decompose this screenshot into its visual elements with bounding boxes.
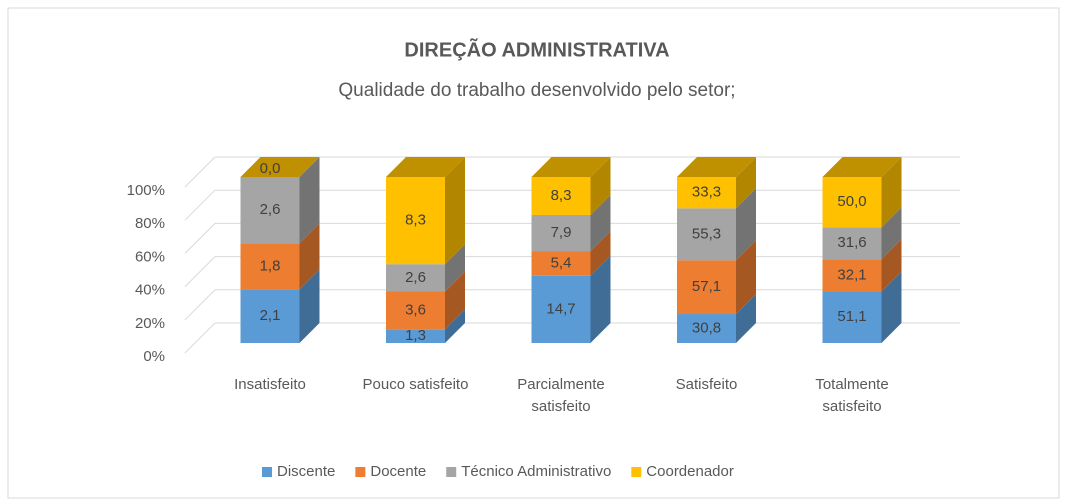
legend-swatch: [631, 467, 642, 477]
bar: [677, 177, 736, 209]
bar-side: [590, 157, 611, 215]
bar: [531, 177, 591, 215]
bar-top: [386, 157, 465, 177]
x-label-box: Pouco satisfeito: [362, 376, 469, 393]
legend-label: Discente: [277, 463, 335, 480]
data-label: 33,3: [692, 184, 721, 201]
data-label: 55,3: [692, 225, 721, 242]
bar-side: [590, 255, 611, 343]
data-label: 5,4: [551, 254, 572, 271]
legend-swatch: [262, 467, 272, 477]
bar: [531, 214, 591, 252]
x-label-box: Satisfeito: [675, 376, 738, 393]
x-tick-label: Insatisfeito: [234, 376, 306, 393]
bar: [386, 329, 445, 343]
y-tick-label: 100%: [127, 182, 165, 199]
bar-top: [240, 157, 320, 177]
bar-side: [445, 157, 465, 265]
legend-label: Técnico Administrativo: [461, 463, 611, 480]
data-label: 50,0: [837, 193, 866, 210]
data-label: 51,1: [837, 308, 866, 325]
legend-label: Coordenador: [646, 463, 734, 480]
bar-side: [590, 194, 611, 252]
bar: [240, 243, 300, 290]
bar-side: [299, 269, 320, 343]
x-label-box: Totalmente satisfeito: [815, 376, 889, 415]
y-tick-label: 80%: [135, 215, 165, 232]
y-tick-label: 0%: [143, 348, 165, 365]
data-label: 2,6: [260, 201, 281, 218]
bar: [386, 177, 445, 265]
data-label: 2,6: [405, 269, 426, 286]
bar-side: [445, 244, 465, 292]
bar-side: [736, 157, 756, 209]
x-tick-label: Pouco satisfeito: [362, 376, 469, 393]
bar-side: [299, 223, 320, 290]
chart-subtitle: Qualidade do trabalho desenvolvido pelo …: [338, 80, 735, 101]
bar: [677, 314, 736, 343]
data-label: 32,1: [837, 266, 866, 283]
data-label: 3,6: [405, 301, 426, 318]
bar: [822, 177, 882, 228]
chart-title: DIREÇÃO ADMINISTRATIVA: [404, 38, 669, 61]
bar: [240, 289, 300, 343]
data-label: 8,3: [551, 187, 572, 204]
bar-side: [299, 157, 320, 244]
bar: [677, 208, 736, 261]
y-tick-label: 60%: [135, 248, 165, 265]
x-tick-label: Totalmente satisfeito: [815, 376, 889, 415]
data-label: 1,8: [260, 257, 281, 274]
bar-side: [445, 271, 465, 330]
data-label: 7,9: [551, 224, 572, 241]
legend-swatch: [446, 467, 457, 477]
y-tick-label: 40%: [135, 282, 165, 299]
data-label: 30,8: [692, 319, 721, 336]
bar: [822, 291, 882, 343]
legend-label: Docente: [370, 463, 426, 480]
bar: [531, 275, 591, 343]
bar-side: [445, 309, 465, 343]
bar: [386, 264, 445, 292]
y-tick-label: 20%: [135, 315, 165, 332]
x-label-box: Insatisfeito: [234, 376, 306, 393]
data-label: 8,3: [405, 212, 426, 229]
bar: [240, 177, 300, 244]
bar: [386, 291, 445, 330]
bar: [677, 260, 736, 315]
bar-side: [590, 231, 611, 276]
data-label: 0,0: [260, 160, 281, 177]
x-tick-label: Satisfeito: [675, 376, 738, 393]
bar-side: [736, 188, 756, 261]
bar-top: [677, 157, 756, 177]
data-label: 2,1: [260, 307, 281, 324]
bar-side: [881, 207, 902, 260]
bar-top: [531, 157, 611, 177]
bar-side: [736, 240, 756, 315]
data-label: 57,1: [692, 278, 721, 295]
data-label: 14,7: [546, 300, 575, 317]
bar: [822, 227, 882, 260]
bar-top: [822, 157, 902, 177]
data-label: 1,3: [405, 327, 426, 344]
bar-side: [881, 157, 902, 228]
x-tick-label: Parcialmente satisfeito: [517, 376, 605, 415]
bar-side: [881, 271, 902, 343]
bar-side: [881, 239, 902, 292]
data-label: 31,6: [837, 234, 866, 251]
legend-swatch: [355, 467, 366, 477]
bar: [531, 251, 591, 276]
bar-side: [736, 294, 756, 343]
x-label-box: Parcialmente satisfeito: [517, 376, 605, 415]
bar: [822, 259, 882, 292]
